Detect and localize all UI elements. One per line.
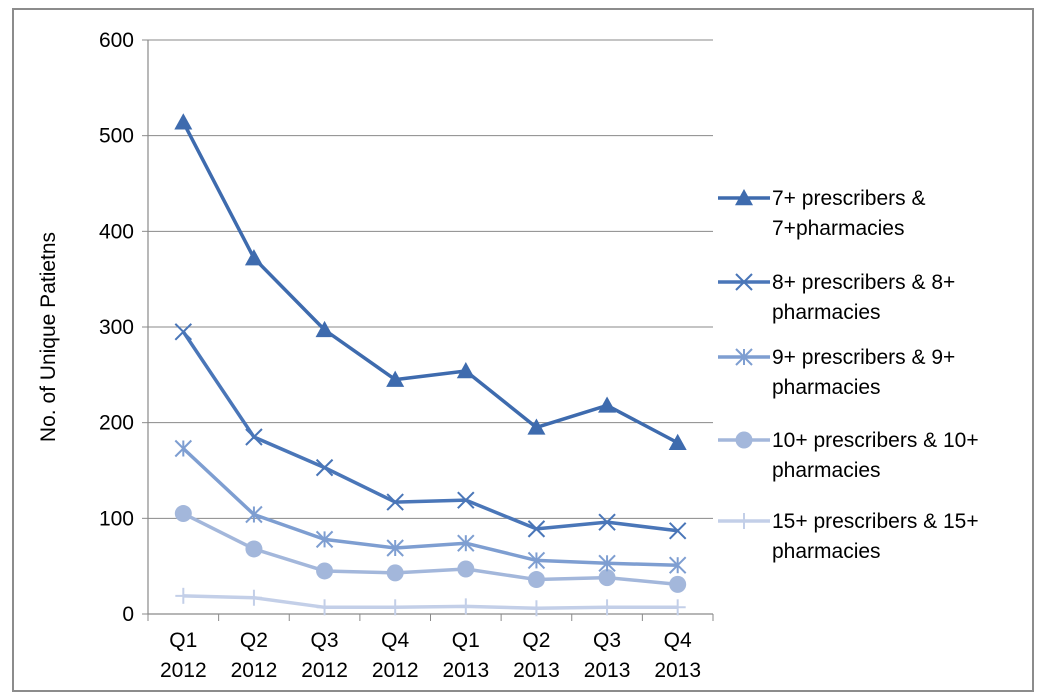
x-tick-label-year: 2013 — [584, 659, 631, 682]
data-point-series-5 — [457, 598, 474, 615]
data-point-series-4 — [245, 540, 263, 558]
x-tick-label-year: 2013 — [654, 659, 701, 682]
data-point-series-5 — [387, 599, 404, 616]
data-point-series-3 — [315, 530, 334, 549]
data-point-series-2 — [457, 491, 475, 509]
data-point-series-1 — [527, 418, 546, 435]
data-point-series-2 — [527, 520, 546, 538]
data-point-series-2 — [386, 493, 404, 511]
data-point-series-1 — [244, 249, 263, 266]
x-tick-label-year: 2012 — [301, 659, 348, 682]
x-tick-label-quarter: Q2 — [240, 629, 268, 652]
data-point-series-2 — [668, 522, 687, 540]
y-tick-label: 500 — [99, 125, 134, 148]
data-point-series-1 — [386, 370, 405, 387]
y-tick-label: 600 — [99, 29, 134, 52]
legend-label-2: pharmacies — [772, 301, 881, 324]
legend-label-5: pharmacies — [772, 540, 881, 563]
data-point-series-1 — [174, 113, 193, 130]
x-tick-label-year: 2013 — [442, 659, 489, 682]
data-point-series-2 — [245, 428, 263, 446]
legend-label-3: pharmacies — [772, 376, 881, 399]
data-point-series-3 — [174, 439, 193, 458]
data-point-series-1 — [456, 362, 475, 379]
y-tick-label: 300 — [99, 316, 134, 339]
data-point-series-5 — [669, 599, 686, 616]
data-point-series-5 — [599, 599, 616, 616]
x-tick-label-year: 2012 — [160, 659, 207, 682]
x-tick-label-quarter: Q3 — [311, 629, 339, 652]
legend-marker-4 — [735, 431, 753, 449]
data-point-series-1 — [668, 433, 687, 450]
data-point-series-3 — [386, 539, 404, 557]
legend-label-5: 15+ prescribers & 15+ — [772, 510, 979, 533]
y-axis-label: No. of Unique Patietns — [37, 232, 60, 442]
data-point-series-5 — [245, 589, 262, 606]
x-tick-label-year: 2013 — [513, 659, 560, 682]
data-point-series-4 — [386, 564, 404, 582]
data-point-series-3 — [527, 551, 546, 570]
x-tick-label-quarter: Q2 — [522, 629, 550, 652]
series-line-3 — [182, 447, 678, 567]
data-point-series-2 — [315, 458, 334, 477]
data-point-series-5 — [316, 599, 333, 616]
legend-marker-2 — [735, 273, 753, 291]
data-point-series-1 — [315, 320, 334, 338]
series-line-4 — [182, 511, 678, 587]
series-line-5 — [183, 594, 678, 611]
data-point-series-2 — [174, 323, 193, 341]
data-point-series-3 — [245, 505, 263, 524]
x-tick-label-year: 2012 — [372, 659, 419, 682]
legend-label-4: pharmacies — [772, 459, 881, 482]
data-point-series-3 — [598, 554, 616, 573]
data-point-series-5 — [175, 587, 192, 604]
data-point-series-4 — [527, 571, 545, 589]
data-point-series-4 — [598, 569, 616, 587]
x-tick-label-quarter: Q4 — [381, 629, 409, 652]
legend-label-1: 7+ prescribers & — [772, 187, 925, 210]
series-line-2 — [181, 330, 678, 533]
x-tick-label-quarter: Q3 — [593, 629, 621, 652]
x-tick-label-quarter: Q1 — [169, 629, 197, 652]
x-tick-label-quarter: Q4 — [664, 629, 692, 652]
y-tick-label: 0 — [122, 603, 134, 626]
data-point-series-3 — [668, 556, 687, 574]
data-point-series-4 — [457, 560, 475, 578]
data-point-series-1 — [598, 396, 617, 413]
y-tick-label: 400 — [99, 220, 134, 243]
data-point-series-5 — [528, 600, 545, 617]
data-point-series-3 — [457, 534, 475, 552]
legend-label-1: 7+pharmacies — [772, 217, 905, 240]
legend-marker-5 — [736, 513, 752, 529]
data-point-series-2 — [598, 513, 616, 531]
legend-marker-3 — [735, 348, 753, 366]
x-tick-label-year: 2012 — [231, 659, 278, 682]
x-tick-label-quarter: Q1 — [452, 629, 480, 652]
legend-label-3: 9+ prescribers & 9+ — [772, 346, 955, 369]
data-point-series-4 — [174, 505, 192, 523]
legend-marker-1 — [735, 189, 753, 206]
data-point-series-4 — [669, 575, 687, 593]
legend-label-4: 10+ prescribers & 10+ — [772, 429, 979, 452]
series-line-1 — [181, 121, 679, 445]
data-point-series-4 — [316, 562, 334, 580]
y-tick-label: 200 — [99, 412, 134, 435]
y-tick-label: 100 — [99, 507, 134, 530]
legend-label-2: 8+ prescribers & 8+ — [772, 271, 955, 294]
